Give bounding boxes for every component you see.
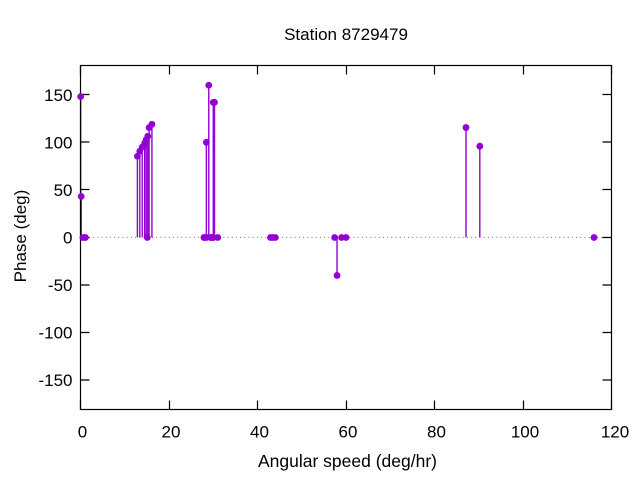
svg-text:-100: -100 [38,324,72,343]
svg-text:100: 100 [44,133,72,152]
svg-text:20: 20 [162,422,181,441]
svg-text:Phase (deg): Phase (deg) [11,190,30,283]
svg-text:50: 50 [54,181,73,200]
svg-text:80: 80 [427,422,446,441]
svg-text:40: 40 [250,422,269,441]
svg-text:150: 150 [44,86,72,105]
svg-text:0: 0 [78,422,87,441]
svg-text:0: 0 [63,228,72,247]
svg-text:-150: -150 [38,371,72,390]
svg-text:-50: -50 [48,276,73,295]
svg-text:120: 120 [601,422,629,441]
svg-text:Station 8729479: Station 8729479 [284,25,408,44]
svg-text:100: 100 [511,422,539,441]
svg-text:60: 60 [339,422,358,441]
svg-text:Angular speed (deg/hr): Angular speed (deg/hr) [258,451,437,471]
